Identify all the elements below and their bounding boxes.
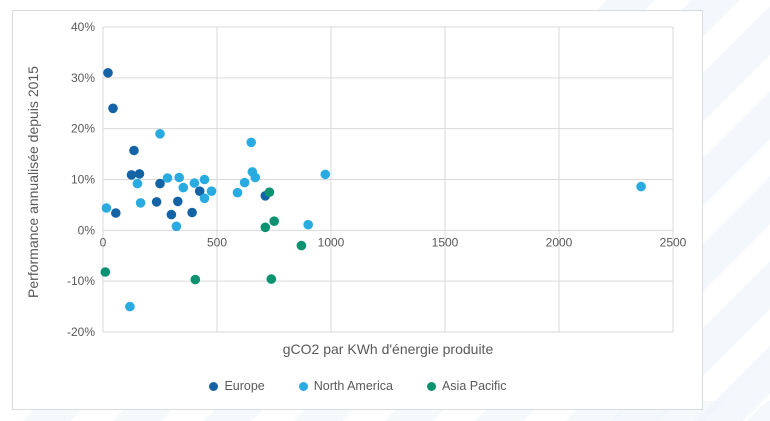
legend-label-asia-pacific: Asia Pacific: [441, 379, 507, 393]
data-point-asia-pacific: [269, 216, 280, 226]
data-point-europe: [129, 145, 139, 156]
data-point-north-america: [101, 203, 112, 213]
data-point-europe: [194, 186, 205, 196]
y-tick-label: 20%: [71, 122, 95, 136]
x-tick-label: 1000: [318, 235, 345, 249]
data-point-europe: [166, 209, 177, 220]
legend-item-europe[interactable]: Europe: [209, 379, 265, 393]
legend-item-north-america[interactable]: North America: [298, 379, 393, 393]
y-tick-label: 30%: [71, 71, 95, 85]
y-tick-label: 40%: [71, 20, 95, 34]
data-point-europe: [111, 208, 121, 218]
data-point-north-america: [189, 178, 200, 188]
y-tick-label: 0%: [78, 223, 96, 237]
data-point-north-america: [232, 187, 243, 198]
data-point-europe: [103, 68, 113, 78]
x-tick-label: 500: [207, 235, 227, 249]
data-point-north-america: [199, 174, 210, 185]
data-point-north-america: [135, 198, 146, 208]
data-point-north-america: [206, 186, 217, 196]
data-point-north-america: [250, 172, 261, 183]
data-point-asia-pacific: [100, 267, 111, 277]
data-point-north-america: [125, 301, 135, 312]
data-point-asia-pacific: [190, 274, 201, 285]
north-america-marker-icon: [298, 381, 308, 391]
data-point-asia-pacific: [266, 274, 277, 284]
data-point-asia-pacific: [264, 187, 275, 197]
y-tick-label: 10%: [71, 173, 95, 187]
legend-label-north-america: North America: [313, 379, 393, 393]
x-tick-label: 2000: [546, 235, 573, 249]
data-point-north-america: [320, 169, 331, 180]
data-point-north-america: [174, 172, 184, 183]
data-point-europe: [134, 169, 145, 179]
data-point-europe: [173, 196, 183, 207]
europe-marker-icon: [209, 381, 219, 391]
y-tick-label: -20%: [67, 325, 95, 339]
data-point-europe: [155, 178, 165, 189]
data-point-asia-pacific: [296, 240, 307, 251]
data-point-north-america: [303, 219, 314, 230]
data-point-north-america: [155, 129, 165, 139]
data-point-north-america: [162, 173, 173, 183]
data-point-north-america: [178, 182, 189, 193]
y-axis-title: Performance annualisée depuis 2015: [25, 66, 41, 298]
x-tick-label: 2500: [660, 235, 687, 249]
data-point-north-america: [239, 177, 250, 188]
data-point-asia-pacific: [260, 222, 271, 233]
legend-label-europe: Europe: [224, 379, 265, 393]
chart-container: 40% 30% 20% 10% 0% -10% -20% 0 500 1000 1500 2000 25…: [12, 10, 703, 410]
chart-legend: Europe North America Asia Pacific: [73, 379, 643, 393]
data-point-europe: [187, 207, 197, 218]
x-tick-label: 0: [100, 235, 107, 249]
y-tick-label: -10%: [67, 274, 95, 288]
data-point-north-america: [636, 181, 646, 192]
scatter-plot-area: 40% 30% 20% 10% 0% -10% -20% 0 500 1000 1500 2000 25…: [67, 20, 687, 339]
data-point-north-america: [132, 178, 143, 189]
data-point-north-america: [171, 221, 182, 232]
data-point-north-america: [246, 137, 256, 148]
data-point-north-america: [199, 193, 210, 204]
data-point-europe: [126, 170, 137, 180]
legend-item-asia-pacific[interactable]: Asia Pacific: [426, 379, 507, 393]
data-point-europe: [108, 103, 118, 114]
asia-pacific-marker-icon: [426, 381, 436, 391]
x-axis-title: gCO2 par KWh d'énergie produite: [282, 341, 494, 357]
data-point-europe: [151, 197, 162, 207]
x-tick-label: 1500: [432, 235, 459, 249]
